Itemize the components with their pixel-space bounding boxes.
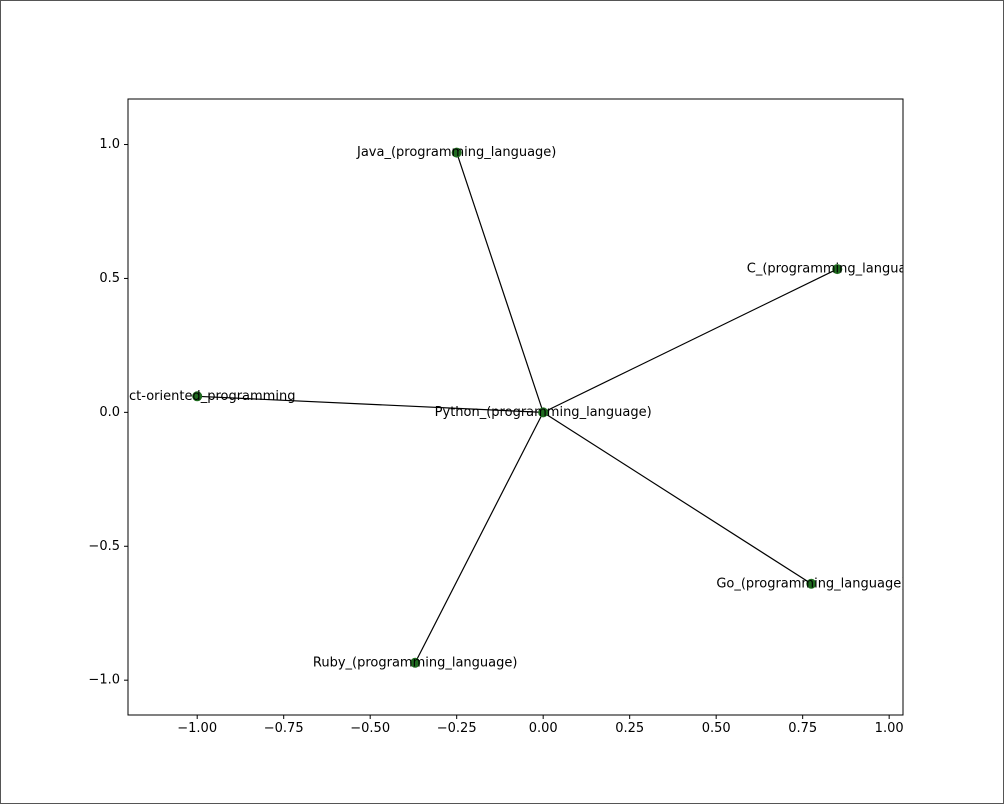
node-go: [806, 578, 817, 589]
x-tick-label: 0.50: [702, 721, 731, 736]
edge-python-go: [542, 411, 812, 585]
x-tick-label: −0.25: [437, 721, 477, 736]
edge-python-ruby: [414, 412, 544, 664]
x-tick-label: −1.00: [177, 721, 217, 736]
node-oop: [192, 391, 203, 402]
node-c: [832, 264, 843, 275]
x-tick-label: 0.00: [529, 721, 558, 736]
node-label-python: Python_(programming_language): [435, 405, 652, 420]
x-tick-label: 0.25: [615, 721, 644, 736]
y-tick-label: −1.0: [88, 673, 120, 688]
axes-frame: [127, 98, 904, 716]
node-label-oop: Object-oriented_programming: [99, 389, 296, 404]
x-tick-label: 1.00: [875, 721, 904, 736]
node-labels-layer: Python_(programming_language) Java_(progr…: [99, 145, 928, 670]
nodes-layer: [192, 147, 843, 668]
y-tick-label: 1.0: [99, 137, 120, 152]
node-label-java: Java_(programming_language): [356, 145, 556, 160]
x-axis: −1.00 −0.75 −0.50 −0.25 0.00 0.25 0.50 0.75 1.00: [177, 715, 904, 736]
y-tick-label: 0.5: [99, 271, 120, 286]
node-java: [451, 147, 462, 158]
edge-python-java: [456, 152, 544, 413]
node-ruby: [410, 657, 421, 668]
x-tick-label: 0.75: [788, 721, 817, 736]
node-python: [538, 407, 549, 418]
node-label-go: Go_(programming_language): [716, 576, 906, 591]
y-axis: 1.0 0.5 0.0 −0.5 −1.0: [88, 137, 128, 688]
node-label-c: C_(programming_language): [747, 262, 928, 277]
x-tick-label: −0.50: [350, 721, 390, 736]
edge-python-oop: [197, 395, 544, 413]
node-label-ruby: Ruby_(programming_language): [313, 655, 518, 670]
edges-layer: [197, 152, 838, 664]
y-tick-label: −0.5: [88, 539, 120, 554]
y-tick-label: 0.0: [99, 405, 120, 420]
x-tick-label: −0.75: [264, 721, 304, 736]
edge-python-c: [542, 268, 838, 413]
